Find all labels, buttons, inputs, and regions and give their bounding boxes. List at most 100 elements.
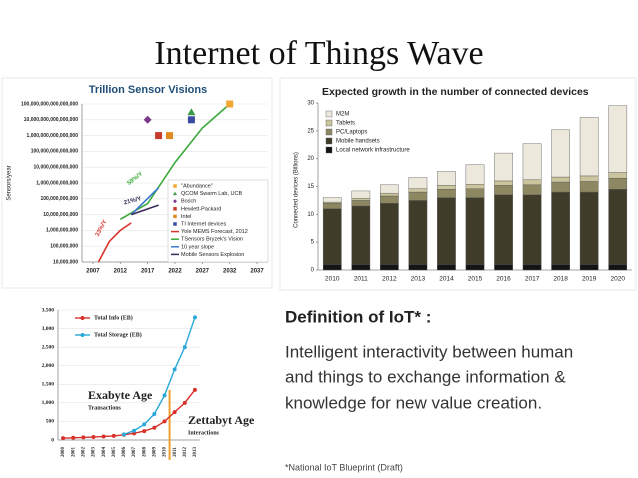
point (192, 315, 197, 320)
annotation: Zettabyt Age (188, 413, 255, 427)
legend-marker (173, 214, 177, 219)
point (187, 116, 195, 124)
point (152, 425, 157, 430)
x-tick-label: 2003 (92, 447, 97, 458)
bar-segment (551, 181, 570, 193)
legend-swatch (325, 146, 333, 154)
y-tick-label: 10 (307, 212, 314, 218)
legend-label: Intel (181, 214, 191, 220)
legend-marker (173, 199, 177, 204)
bar-segment (522, 264, 542, 271)
bar-segment (351, 264, 371, 271)
bar-segment (608, 172, 628, 179)
series-line (130, 187, 160, 216)
bar-segment (380, 195, 399, 204)
x-tick-label: 2005 (112, 447, 117, 458)
legend-label: "Abundance" (181, 183, 213, 189)
legend-label: M2M (336, 112, 349, 118)
x-tick-label: 2012 (183, 447, 188, 458)
bar-segment (408, 264, 428, 271)
point (162, 419, 167, 424)
series-line (130, 204, 159, 216)
y-tick-label: 5 (311, 240, 315, 246)
legend-label: Mobile Sensors Explosion (181, 252, 244, 258)
point (182, 400, 187, 405)
bar-segment (437, 189, 456, 198)
x-tick-label: 2002 (81, 447, 86, 458)
x-tick-label: 2006 (122, 447, 127, 458)
point (61, 436, 66, 441)
legend-marker (173, 191, 177, 196)
bar-segment (522, 184, 542, 196)
annotation: 21%/Y (123, 196, 142, 206)
bar-segment (608, 264, 628, 271)
bar-segment (465, 184, 485, 189)
bar-segment (522, 143, 542, 181)
bar-segment (494, 194, 513, 265)
y-tick-label: 25 (307, 128, 314, 134)
legend-swatch (325, 110, 333, 118)
x-tick-label: 2018 (553, 276, 568, 283)
legend-box (167, 179, 269, 263)
definition-line: and things to exchange information & (285, 367, 566, 386)
bar-segment (494, 180, 513, 186)
x-tick-label: 2009 (152, 447, 157, 458)
chart-title: Expected growth in the number of connect… (322, 86, 589, 98)
bar-segment (494, 152, 513, 182)
legend-marker (80, 333, 85, 337)
annotation: Exabyte Age (88, 388, 153, 402)
x-tick-label: 2032 (223, 269, 237, 275)
legend-label: Total Storage (EB) (94, 331, 142, 338)
bar-segment (408, 188, 428, 193)
y-axis-label: Connected devices (Billions) (294, 152, 300, 228)
bar-segment (465, 197, 485, 265)
point (142, 429, 147, 434)
bar-segment (494, 264, 513, 271)
bar-segment (437, 264, 456, 271)
y-tick-label: 10,000,000 (53, 259, 78, 265)
y-tick-label: 2,000 (42, 363, 55, 369)
y-tick-label: 10,000,000,000,000,000 (24, 117, 78, 123)
bar-segment (494, 185, 513, 196)
legend-marker (173, 207, 177, 211)
legend-label: Total Info (EB) (94, 314, 133, 321)
bar-segment (408, 200, 428, 265)
legend-swatch (325, 137, 333, 145)
legend-marker (173, 222, 177, 226)
x-tick-label: 2019 (582, 276, 597, 283)
y-tick-label: 3,500 (42, 307, 55, 313)
legend-label: 10 year slope (181, 244, 214, 250)
annotation: Interactions (188, 430, 220, 436)
y-tick-label: 10,000,000,000 (43, 212, 78, 218)
point (152, 412, 157, 416)
x-tick-label: 2016 (496, 276, 511, 283)
point (121, 432, 126, 437)
x-tick-label: 2037 (250, 269, 264, 275)
y-tick-label: 0 (51, 437, 54, 443)
point (132, 428, 137, 433)
x-tick-label: 2010 (163, 447, 168, 458)
x-tick-label: 2013 (193, 447, 198, 458)
bar-segment (522, 194, 542, 265)
bar-segment (579, 117, 599, 177)
x-tick-label: 2015 (468, 276, 483, 283)
legend-label: TSensors Bryzek's Vision (181, 237, 243, 243)
x-tick-label: 2020 (610, 276, 625, 283)
point (91, 435, 96, 440)
definition-line: Intelligent interactivity between human (285, 342, 573, 361)
y-axis-label: Sensors/year (7, 165, 13, 200)
bar-segment (351, 205, 371, 265)
footnote: *National IoT Blueprint (Draft) (285, 462, 403, 472)
y-tick-label: 500 (46, 419, 55, 425)
bar-segment (351, 190, 371, 199)
legend-label: Mobile handsets (336, 139, 380, 145)
bar-segment (380, 264, 399, 271)
x-tick-label: 2022 (168, 269, 182, 275)
bar-segment (465, 188, 485, 198)
bar-segment (322, 264, 342, 271)
point (81, 435, 86, 440)
bar-segment (579, 181, 599, 193)
bar-segment (408, 191, 428, 201)
